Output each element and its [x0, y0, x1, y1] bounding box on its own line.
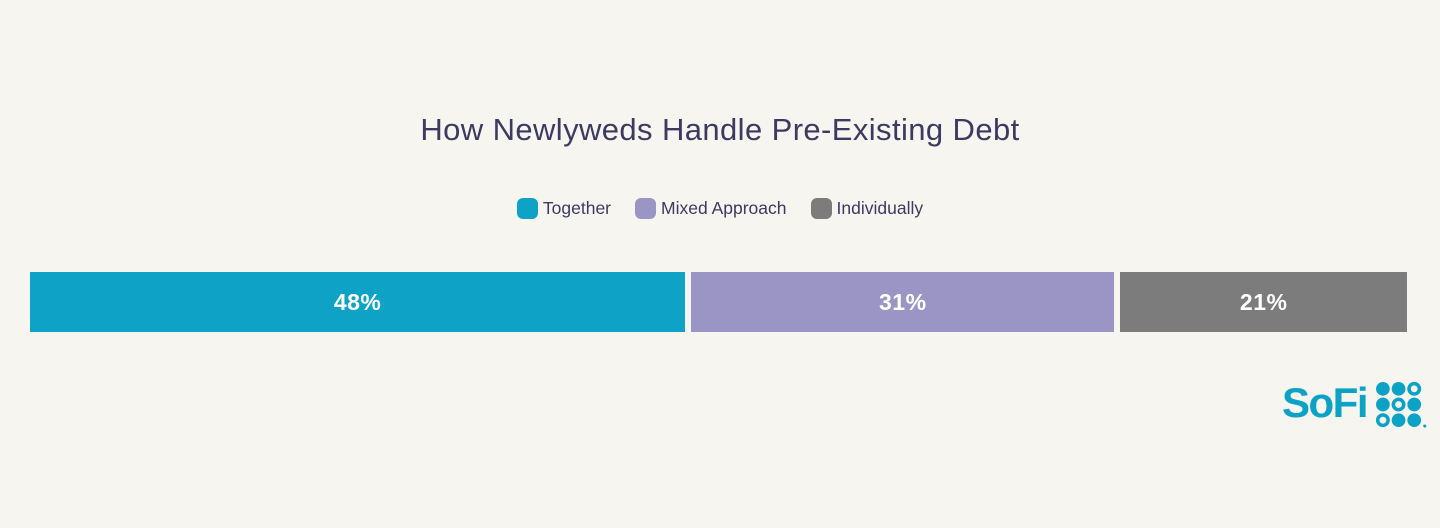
legend-label: Mixed Approach — [661, 198, 787, 218]
chart-title: How Newlyweds Handle Pre-Existing Debt — [420, 112, 1020, 147]
bar-segment-individually: 21% — [1120, 272, 1408, 332]
bar-segment-value-label: 48% — [333, 288, 382, 315]
sofi-dots-logo-icon — [1375, 381, 1427, 428]
stacked-bar: 48% 31% 21% — [30, 272, 1408, 332]
sofi-logo-wordmark: SoFi — [1282, 379, 1369, 426]
legend-label: Individually — [836, 198, 924, 218]
sofi-logo: SoFi — [1282, 381, 1427, 428]
bar-segment-together: 48% — [30, 272, 686, 332]
legend-swatch-icon — [810, 198, 832, 219]
legend-item-individually: Individually — [810, 198, 924, 219]
legend-swatch-icon — [635, 198, 657, 219]
legend-item-together: Together — [516, 198, 612, 219]
legend: Together Mixed Approach Individually — [0, 198, 1440, 219]
bar-segment-value-label: 31% — [879, 288, 927, 315]
bar-segment-mixed-approach: 31% — [691, 272, 1115, 332]
legend-swatch-icon — [516, 198, 538, 219]
legend-label: Together — [542, 198, 612, 218]
legend-item-mixed-approach: Mixed Approach — [635, 198, 787, 219]
bar-segment-value-label: 21% — [1239, 288, 1288, 315]
